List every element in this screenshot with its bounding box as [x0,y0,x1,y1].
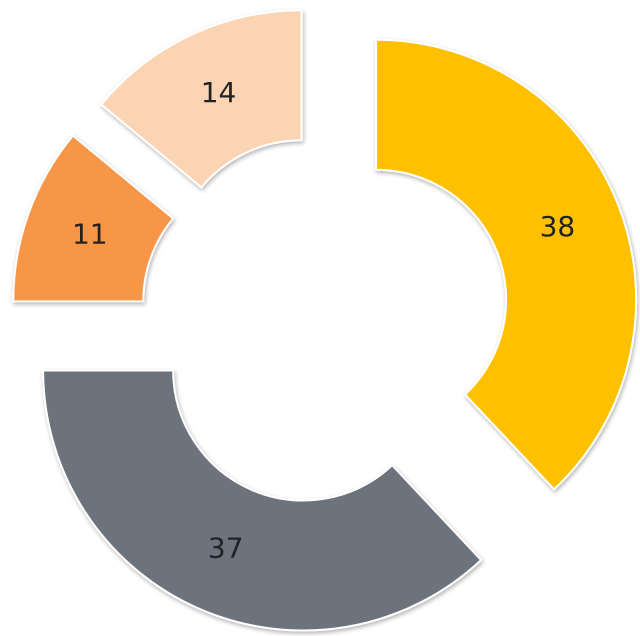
data-label: 37 [208,531,244,564]
data-label: 14 [201,76,237,109]
data-label: 11 [72,217,108,250]
donut-segment [12,134,175,303]
donut-segment [375,38,638,491]
donut-segment [99,9,303,189]
donut-segment [42,369,483,632]
data-label: 38 [540,210,576,243]
